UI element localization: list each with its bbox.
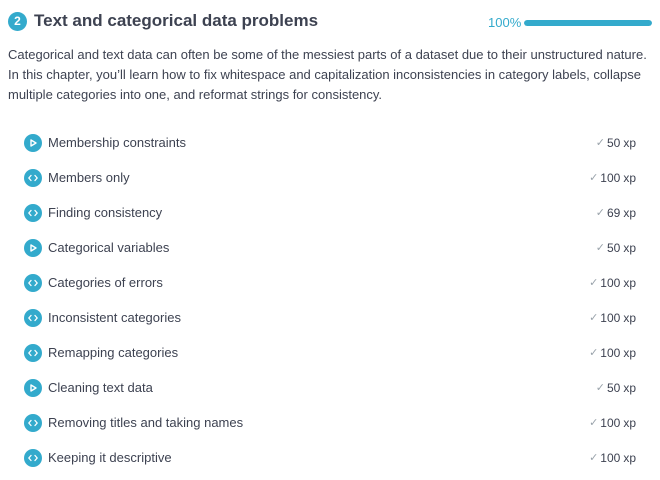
exercise-xp: ✓ 100 xp bbox=[589, 171, 636, 185]
play-icon bbox=[24, 378, 42, 397]
exercise-item[interactable]: Finding consistency ✓ 69 xp bbox=[24, 195, 636, 230]
code-icon bbox=[24, 308, 42, 327]
exercise-xp: ✓ 50 xp bbox=[596, 241, 636, 255]
xp-value: 50 bbox=[606, 135, 621, 150]
xp-value: 100 bbox=[600, 415, 621, 430]
exercise-xp: ✓ 100 xp bbox=[589, 276, 636, 290]
xp-unit: xp bbox=[623, 205, 636, 220]
exercise-item[interactable]: Membership constraints ✓ 50 xp bbox=[24, 125, 636, 160]
progress-bar bbox=[524, 20, 652, 26]
exercise-title[interactable]: Removing titles and taking names bbox=[48, 415, 244, 430]
exercise-item[interactable]: Inconsistent categories ✓ 100 xp bbox=[24, 300, 636, 335]
checkmark-icon: ✓ bbox=[595, 242, 605, 254]
xp-unit: xp bbox=[623, 135, 636, 150]
xp-unit: xp bbox=[623, 310, 636, 325]
xp-value: 50 bbox=[606, 380, 621, 395]
exercise-title[interactable]: Categorical variables bbox=[48, 240, 170, 255]
chapter-description: Categorical and text data can often be s… bbox=[8, 47, 647, 102]
exercise-item[interactable]: Categorical variables ✓ 50 xp bbox=[24, 230, 636, 265]
checkmark-icon: ✓ bbox=[589, 452, 599, 464]
exercise-xp: ✓ 100 xp bbox=[589, 416, 636, 430]
exercise-xp: ✓ 100 xp bbox=[589, 311, 636, 325]
exercise-title[interactable]: Finding consistency bbox=[48, 205, 163, 220]
xp-unit: xp bbox=[623, 170, 636, 185]
exercise-title[interactable]: Inconsistent categories bbox=[48, 310, 181, 325]
exercise-xp: ✓ 50 xp bbox=[596, 381, 636, 395]
exercise-title[interactable]: Members only bbox=[48, 170, 130, 185]
xp-unit: xp bbox=[623, 380, 636, 395]
code-icon bbox=[24, 413, 42, 432]
exercise-title[interactable]: Keeping it descriptive bbox=[48, 450, 172, 465]
exercise-title[interactable]: Categories of errors bbox=[48, 275, 163, 290]
exercise-item[interactable]: Removing titles and taking names ✓ 100 xp bbox=[24, 405, 636, 440]
xp-unit: xp bbox=[623, 275, 636, 290]
exercise-item[interactable]: Keeping it descriptive ✓ 100 xp bbox=[24, 440, 636, 475]
exercise-item[interactable]: Cleaning text data ✓ 50 xp bbox=[24, 370, 636, 405]
checkmark-icon: ✓ bbox=[595, 382, 605, 394]
exercise-xp: ✓ 69 xp bbox=[596, 206, 636, 220]
exercise-xp: ✓ 100 xp bbox=[589, 451, 636, 465]
code-icon bbox=[24, 343, 42, 362]
checkmark-icon: ✓ bbox=[589, 277, 599, 289]
checkmark-icon: ✓ bbox=[589, 417, 599, 429]
xp-value: 100 bbox=[600, 275, 621, 290]
chapter-header: 2 Text and categorical data problems 100… bbox=[8, 10, 652, 34]
checkmark-icon: ✓ bbox=[589, 172, 599, 184]
code-icon bbox=[24, 448, 42, 467]
xp-unit: xp bbox=[623, 415, 636, 430]
xp-value: 69 bbox=[606, 205, 621, 220]
code-icon bbox=[24, 273, 42, 292]
xp-value: 100 bbox=[600, 310, 621, 325]
exercise-item[interactable]: Members only ✓ 100 xp bbox=[24, 160, 636, 195]
exercise-item[interactable]: Remapping categories ✓ 100 xp bbox=[24, 335, 636, 370]
checkmark-icon: ✓ bbox=[595, 207, 605, 219]
xp-unit: xp bbox=[623, 345, 636, 360]
progress-bar-fill bbox=[524, 20, 652, 26]
exercise-list: Membership constraints ✓ 50 xp Members only ✓… bbox=[24, 125, 636, 475]
xp-unit: xp bbox=[623, 240, 636, 255]
code-icon bbox=[24, 168, 42, 187]
code-icon bbox=[24, 203, 42, 222]
xp-value: 100 bbox=[600, 170, 621, 185]
xp-value: 100 bbox=[600, 345, 621, 360]
xp-unit: xp bbox=[623, 450, 636, 465]
xp-value: 50 bbox=[606, 240, 621, 255]
play-icon bbox=[24, 238, 42, 257]
exercise-item[interactable]: Categories of errors ✓ 100 xp bbox=[24, 265, 636, 300]
checkmark-icon: ✓ bbox=[589, 312, 599, 324]
checkmark-icon: ✓ bbox=[589, 347, 599, 359]
xp-value: 100 bbox=[600, 450, 621, 465]
exercise-xp: ✓ 100 xp bbox=[589, 346, 636, 360]
exercise-xp: ✓ 50 xp bbox=[596, 136, 636, 150]
chapter-title[interactable]: Text and categorical data problems bbox=[34, 11, 319, 30]
play-icon bbox=[24, 133, 42, 152]
chapter-number-badge: 2 bbox=[8, 12, 27, 31]
exercise-title[interactable]: Cleaning text data bbox=[48, 380, 153, 395]
progress-label: 100% bbox=[488, 15, 522, 30]
exercise-title[interactable]: Membership constraints bbox=[48, 135, 186, 150]
checkmark-icon: ✓ bbox=[595, 137, 605, 149]
exercise-title[interactable]: Remapping categories bbox=[48, 345, 179, 360]
